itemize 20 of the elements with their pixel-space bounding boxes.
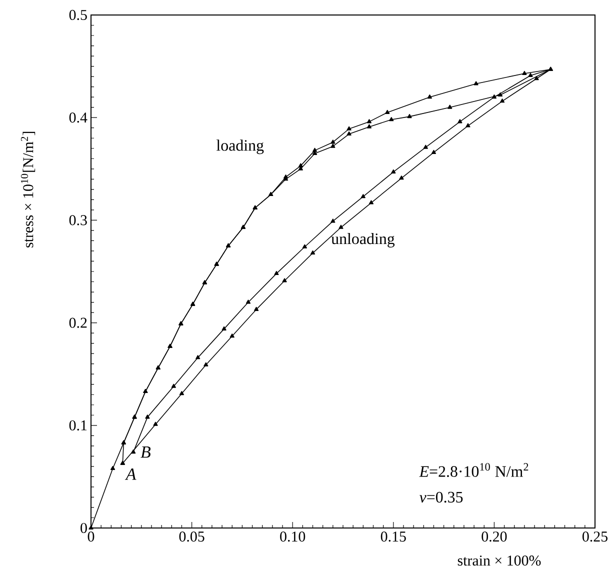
y-tick-label: 0 xyxy=(80,522,87,534)
x-tick-label: 0.25 xyxy=(582,532,608,542)
annotation: A xyxy=(124,468,136,480)
y-tick-label: 0.2 xyxy=(69,318,87,328)
y-tick-label: 0.1 xyxy=(69,420,87,430)
annotation: B xyxy=(140,446,151,458)
y-tick-label: 0.5 xyxy=(69,10,87,20)
x-tick-label: 0.05 xyxy=(179,532,204,542)
x-axis-title: strain × 100% xyxy=(458,556,541,566)
annotation: ν=0.35 xyxy=(420,492,463,503)
x-tick-label: 0.15 xyxy=(380,532,406,542)
y-tick-label: 0.3 xyxy=(69,215,87,226)
x-tick-label: 0.10 xyxy=(280,532,306,542)
y-axis-title: stress × 10$^{10}$[N/m$^{2}$] xyxy=(20,132,36,248)
annotation: E=2.8·10$^{10}$ N/m$^{2}$ xyxy=(419,463,528,477)
x-tick-label: 0.20 xyxy=(482,532,507,542)
annotation: unloading xyxy=(331,232,395,248)
y-tick-label: 0.4 xyxy=(69,112,88,123)
annotation: loading xyxy=(216,140,264,154)
x-tick-label: 0 xyxy=(88,532,94,542)
